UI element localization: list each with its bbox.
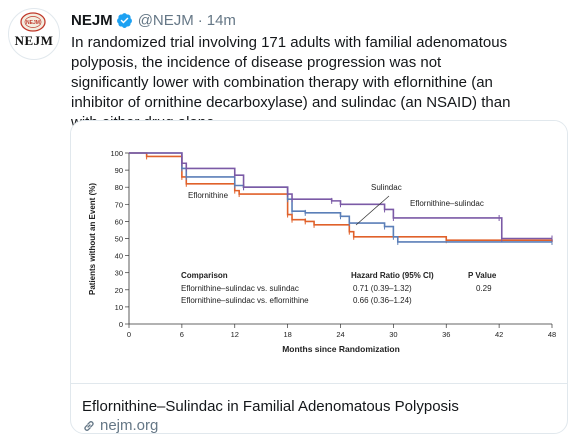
card-domain-text: nejm.org	[100, 417, 159, 434]
x-axis-label: Months since Randomization	[282, 344, 400, 354]
x-tick-label: 36	[442, 330, 450, 339]
link-card[interactable]: Patients without an Event (%) Months sin…	[70, 120, 568, 434]
label-eflornithine: Eflornithine	[188, 191, 229, 200]
verified-badge-icon	[116, 12, 132, 28]
x-tick-label: 12	[231, 330, 239, 339]
y-tick-label: 90	[115, 166, 123, 175]
km-chart: Patients without an Event (%) Months sin…	[88, 149, 556, 354]
timestamp[interactable]: 14m	[206, 11, 236, 29]
table-row-1-hazard-ratio: 0.71 (0.39–1.32)	[353, 284, 412, 293]
card-title[interactable]: Eflornithine–Sulindac in Familial Adenom…	[82, 398, 459, 415]
x-tick-label: 0	[127, 330, 131, 339]
card-image[interactable]: Patients without an Event (%) Months sin…	[71, 121, 567, 381]
display-name[interactable]: NEJM	[71, 11, 113, 29]
table-row-2-hazard-ratio: 0.66 (0.36–1.24)	[353, 296, 412, 305]
y-tick-label: 20	[115, 286, 123, 295]
table-header-p-value: P Value	[468, 271, 497, 280]
y-tick-label: 50	[115, 235, 123, 244]
y-tick-label: 30	[115, 269, 123, 278]
pointer-sulindac	[355, 195, 390, 226]
table-row-1-p-value: 0.29	[476, 284, 492, 293]
y-tick-label: 60	[115, 217, 123, 226]
table-header-comparison: Comparison	[181, 271, 228, 280]
x-ticks: 0 6 12 18 24 30 36 42 48	[127, 324, 556, 339]
nejm-seal-logo: NEJM	[20, 12, 46, 32]
y-tick-label: 40	[115, 252, 123, 261]
y-ticks: 0 10 20 30 40 50 60 70 80 90 100	[110, 149, 129, 329]
series-line-sulindac	[129, 152, 552, 243]
x-tick-label: 48	[548, 330, 556, 339]
x-tick-label: 30	[389, 330, 397, 339]
card-domain[interactable]: nejm.org	[82, 417, 159, 434]
table-row-2-comparison: Eflornithine–sulindac vs. eflornithine	[181, 296, 309, 305]
separator-dot: ·	[197, 11, 203, 29]
y-axis-label: Patients without an Event (%)	[88, 183, 97, 295]
y-tick-label: 0	[119, 320, 123, 329]
label-sulindac: Sulindac	[371, 183, 402, 192]
tweet-header: NEJM @NEJM · 14m	[71, 10, 236, 30]
x-tick-label: 24	[336, 330, 344, 339]
avatar[interactable]: NEJM NEJM	[8, 8, 60, 60]
y-tick-label: 10	[115, 303, 123, 312]
link-icon	[84, 420, 94, 431]
table-row-1-comparison: Eflornithine–sulindac vs. sulindac	[181, 284, 299, 293]
x-tick-label: 42	[495, 330, 503, 339]
table-header-hazard-ratio: Hazard Ratio (95% CI)	[351, 271, 434, 280]
handle[interactable]: @NEJM	[137, 11, 194, 29]
y-tick-label: 70	[115, 200, 123, 209]
series-lines	[129, 152, 553, 245]
x-tick-label: 6	[180, 330, 184, 339]
card-divider	[71, 383, 567, 384]
y-tick-label: 100	[110, 149, 123, 158]
label-eflornithine-sulindac: Eflornithine–sulindac	[410, 199, 484, 208]
y-tick-label: 80	[115, 183, 123, 192]
x-tick-label: 18	[283, 330, 291, 339]
seal-text: NEJM	[26, 20, 40, 26]
avatar-brand-text: NEJM	[14, 33, 54, 48]
tweet-text: In randomized trial involving 171 adults…	[71, 34, 511, 131]
